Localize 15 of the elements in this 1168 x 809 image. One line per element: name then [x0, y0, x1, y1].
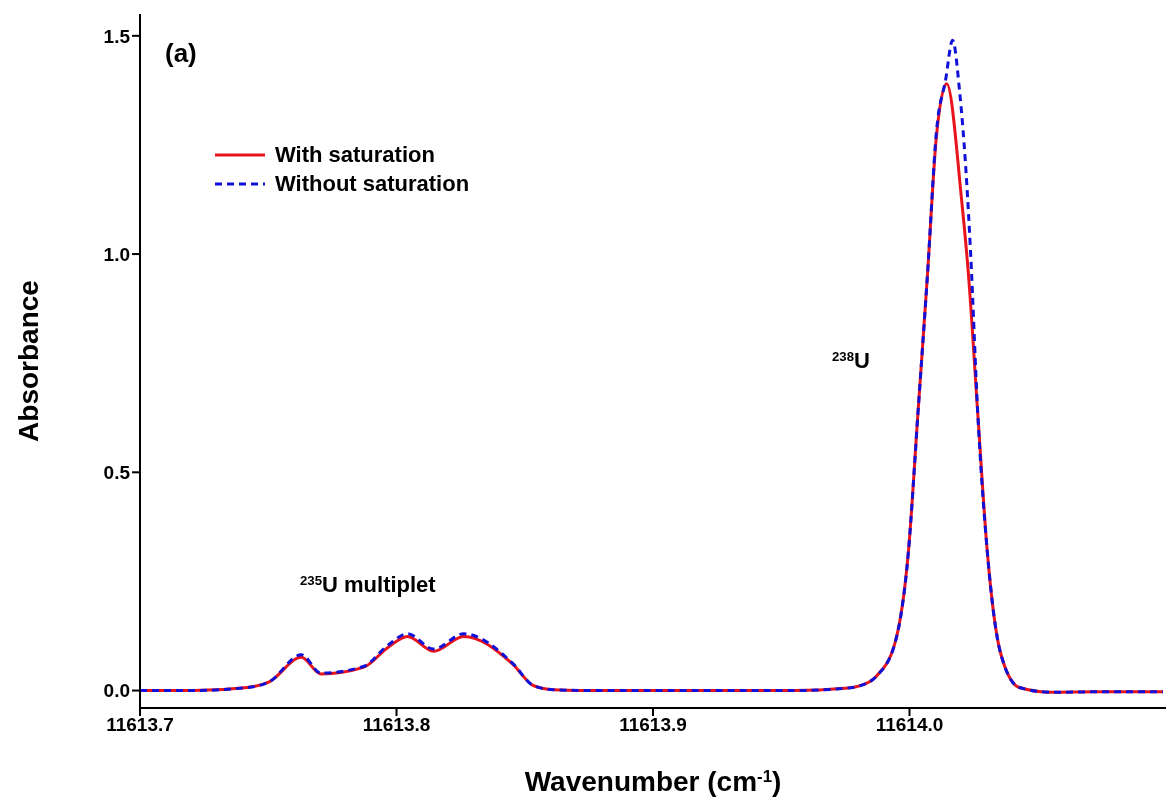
y-tick-label: 1.0	[103, 243, 130, 265]
y-axis-title: Absorbance	[13, 280, 44, 442]
annotation: $^{235}$U multiplet	[300, 572, 437, 597]
y-tick-label: 0.5	[103, 462, 131, 484]
x-tick-label: 11613.8	[362, 714, 431, 736]
x-tick-label: 11613.9	[619, 714, 687, 736]
y-tick-label: 1.5	[103, 25, 131, 47]
x-tick-label: 11613.7	[106, 714, 174, 736]
annotation: $^{238}$U	[832, 348, 870, 373]
x-axis-title: Wavenumber (cm$^{-1}$)	[524, 766, 782, 797]
legend-label: With saturation	[275, 141, 435, 168]
y-tick-label: 0.0	[103, 680, 130, 702]
annotation: (a)	[165, 38, 197, 68]
x-tick-label: 11614.0	[875, 714, 944, 736]
legend-label: Without saturation	[275, 170, 470, 197]
